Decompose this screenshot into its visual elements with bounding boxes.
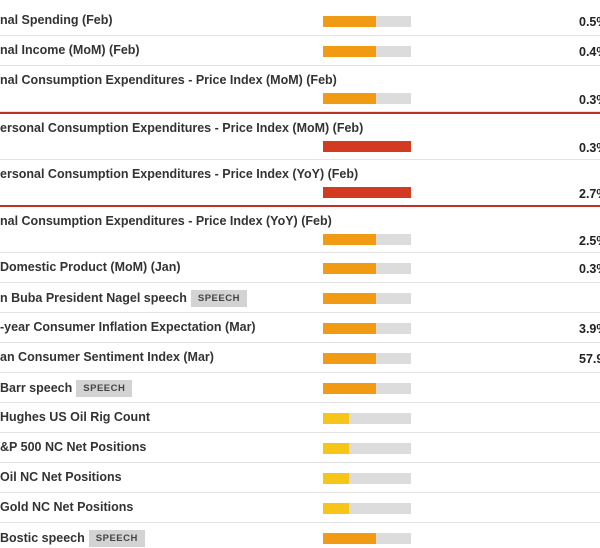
impact-fill (323, 187, 411, 198)
event-title: n Buba President Nagel speech SPEECH (0, 290, 247, 307)
impact-fill (323, 293, 376, 304)
event-title: Domestic Product (MoM) (Jan) (0, 260, 181, 274)
event-title-text: nal Consumption Expenditures - Price Ind… (0, 73, 337, 87)
impact-bar (323, 293, 411, 304)
actual-value: 0.5% (579, 15, 600, 29)
impact-fill (323, 263, 376, 274)
actual-value: 3.9% (579, 322, 600, 336)
event-row[interactable]: -year Consumer Inflation Expectation (Ma… (0, 313, 600, 343)
event-row[interactable]: Hughes US Oil Rig Count (0, 403, 600, 433)
impact-fill (323, 353, 376, 364)
event-tag: SPEECH (190, 290, 247, 307)
event-row[interactable]: Gold NC Net Positions (0, 493, 600, 523)
event-title: nal Income (MoM) (Feb) (0, 43, 140, 57)
impact-bar (323, 353, 411, 364)
event-title-text: n Buba President Nagel speech (0, 290, 187, 305)
impact-fill (323, 234, 376, 245)
event-title-text: nal Spending (Feb) (0, 13, 113, 27)
actual-value: 0.3% (579, 93, 600, 107)
event-title: Oil NC Net Positions (0, 470, 122, 484)
impact-bar (323, 46, 411, 57)
impact-bar (323, 93, 411, 104)
actual-value: 0.3% (579, 141, 600, 155)
event-row[interactable]: ersonal Consumption Expenditures - Price… (0, 112, 600, 160)
event-tag: SPEECH (88, 530, 145, 547)
event-title-text: Barr speech (0, 380, 73, 395)
actual-value: 0.3% (579, 262, 600, 276)
impact-bar (323, 413, 411, 424)
event-title: Gold NC Net Positions (0, 500, 133, 514)
event-title: -year Consumer Inflation Expectation (Ma… (0, 320, 256, 334)
impact-bar (323, 234, 411, 245)
event-title-text: Domestic Product (MoM) (Jan) (0, 260, 181, 274)
impact-fill (323, 383, 376, 394)
event-title: an Consumer Sentiment Index (Mar) (0, 350, 214, 364)
event-title: Hughes US Oil Rig Count (0, 410, 150, 424)
event-row[interactable]: &P 500 NC Net Positions (0, 433, 600, 463)
impact-bar (323, 323, 411, 334)
event-row[interactable]: an Consumer Sentiment Index (Mar) 57.9 (0, 343, 600, 373)
event-row[interactable]: nal Spending (Feb) 0.5% (0, 6, 600, 36)
event-title-text: an Consumer Sentiment Index (Mar) (0, 350, 214, 364)
event-title: ersonal Consumption Expenditures - Price… (0, 121, 363, 135)
impact-bar (323, 187, 411, 198)
impact-bar (323, 443, 411, 454)
event-row[interactable]: ersonal Consumption Expenditures - Price… (0, 160, 600, 207)
event-title: nal Consumption Expenditures - Price Ind… (0, 73, 337, 87)
impact-fill (323, 16, 376, 27)
event-title: Barr speech SPEECH (0, 380, 133, 397)
event-row[interactable]: nal Consumption Expenditures - Price Ind… (0, 207, 600, 253)
event-title-text: ersonal Consumption Expenditures - Price… (0, 121, 364, 135)
impact-fill (323, 46, 376, 57)
impact-bar (323, 141, 411, 152)
event-title-text: Bostic speech (0, 530, 85, 545)
event-title: nal Spending (Feb) (0, 13, 113, 27)
event-tag: SPEECH (76, 380, 133, 397)
event-row[interactable]: Oil NC Net Positions (0, 463, 600, 493)
event-row[interactable]: Domestic Product (MoM) (Jan) 0.3% (0, 253, 600, 283)
event-row[interactable]: nal Income (MoM) (Feb) 0.4% (0, 36, 600, 66)
event-title-text: nal Income (MoM) (Feb) (0, 43, 140, 57)
event-title: &P 500 NC Net Positions (0, 440, 146, 454)
event-row[interactable]: nal Consumption Expenditures - Price Ind… (0, 66, 600, 112)
event-title-text: -year Consumer Inflation Expectation (Ma… (0, 320, 256, 334)
impact-bar (323, 533, 411, 544)
event-row[interactable]: Bostic speech SPEECH (0, 523, 600, 548)
event-row[interactable]: Barr speech SPEECH (0, 373, 600, 403)
event-title: nal Consumption Expenditures - Price Ind… (0, 214, 332, 228)
impact-fill (323, 533, 376, 544)
impact-bar (323, 16, 411, 27)
event-title-text: &P 500 NC Net Positions (0, 440, 147, 454)
event-title-text: Gold NC Net Positions (0, 500, 134, 514)
impact-fill (323, 93, 376, 104)
impact-fill (323, 443, 350, 454)
impact-bar (323, 473, 411, 484)
actual-value: 2.5% (579, 234, 600, 248)
event-title-text: ersonal Consumption Expenditures - Price… (0, 167, 359, 181)
actual-value: 2.7% (579, 187, 600, 201)
impact-fill (323, 413, 350, 424)
event-title-text: nal Consumption Expenditures - Price Ind… (0, 214, 332, 228)
event-title: Bostic speech SPEECH (0, 530, 145, 547)
impact-bar (323, 503, 411, 514)
event-title-text: Oil NC Net Positions (0, 470, 122, 484)
event-row[interactable]: n Buba President Nagel speech SPEECH (0, 283, 600, 313)
event-title-text: Hughes US Oil Rig Count (0, 410, 150, 424)
impact-fill (323, 503, 350, 514)
actual-value: 57.9 (579, 352, 600, 366)
impact-fill (323, 473, 350, 484)
impact-bar (323, 263, 411, 274)
impact-bar (323, 383, 411, 394)
actual-value: 0.4% (579, 45, 600, 59)
impact-fill (323, 323, 376, 334)
event-title: ersonal Consumption Expenditures - Price… (0, 167, 358, 181)
impact-fill (323, 141, 411, 152)
